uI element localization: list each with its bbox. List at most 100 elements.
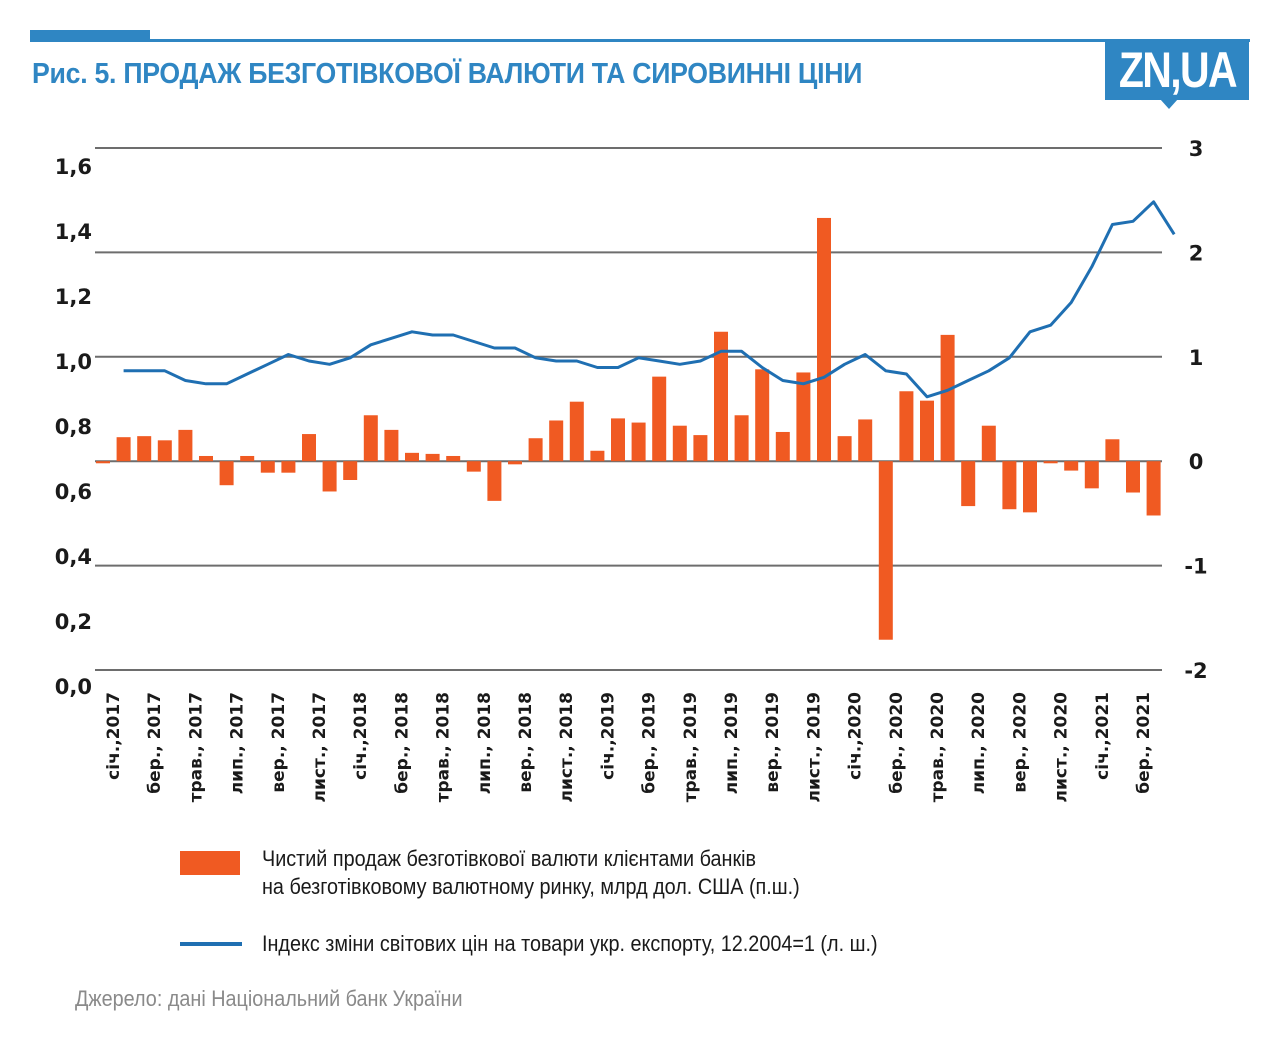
bar (549, 420, 564, 462)
left-axis-tick-label: 0,0 (55, 675, 92, 699)
bar (817, 217, 831, 462)
bar (714, 331, 728, 462)
bar (961, 461, 976, 507)
bar (569, 401, 584, 462)
bar-series (96, 217, 1161, 640)
left-axis-tick-label: 1,0 (55, 350, 92, 374)
bar (858, 419, 873, 462)
source-note: Джерело: дані Національний банк України (75, 986, 463, 1011)
chart-title: Рис. 5. ПРОДАЖ БЕЗГОТІВКОВОЇ ВАЛЮТИ ТА С… (32, 58, 863, 90)
logo-text: ZN,UA (1118, 42, 1237, 98)
x-tick-label: лист., 2018 (557, 692, 577, 802)
x-tick-label: лист., 2019 (804, 692, 824, 802)
bar (425, 453, 440, 462)
bar (1064, 461, 1079, 471)
gridlines (95, 147, 1162, 671)
x-tick-label: лип., 2018 (475, 692, 495, 794)
bar (343, 461, 358, 480)
bar (1043, 461, 1058, 464)
bar (446, 455, 461, 462)
bar (1105, 439, 1120, 462)
bar (157, 440, 172, 462)
bar (1126, 461, 1140, 493)
bar (1146, 461, 1161, 516)
left-axis: 1,6 1,4 1,2 1,0 0,8 0,6 0,4 0,2 0,0 (55, 155, 92, 699)
left-axis-tick-label: 0,6 (55, 480, 92, 504)
legend-bar-swatch (180, 851, 240, 875)
left-axis-tick-label: 0,2 (55, 610, 92, 634)
bar (199, 455, 213, 462)
bar (1084, 461, 1099, 489)
bar (631, 422, 646, 462)
x-tick-label: бер., 2017 (145, 692, 165, 794)
bar (1002, 461, 1017, 510)
legend-bar-label: Чистий продаж безготівкової валюти клієн… (262, 845, 800, 901)
bar (940, 334, 955, 462)
x-tick-label: вер., 2018 (516, 692, 536, 793)
x-tick-label: лист., 2017 (310, 692, 330, 802)
bar (240, 455, 255, 462)
bar (590, 450, 605, 462)
x-tick-label: бер., 2018 (392, 692, 412, 794)
legend-bar-label-line2: на безготівковому валютному ринку, млрд … (262, 874, 800, 899)
bar (878, 461, 893, 640)
bar (96, 461, 110, 464)
bar (981, 425, 996, 462)
logo-speech-tail-icon (1160, 99, 1178, 109)
left-axis-tick-label: 0,4 (55, 545, 92, 569)
right-axis-tick-label: -2 (1184, 659, 1207, 683)
x-tick-label: січ.,2019 (598, 692, 618, 780)
bar (363, 415, 378, 462)
bar (137, 436, 152, 462)
bar (405, 452, 419, 462)
x-axis-labels: січ.,2017 бер., 2017 трав., 2017 лип., 2017… (104, 692, 1154, 803)
bar (837, 436, 852, 462)
x-tick-label: трав., 2017 (186, 692, 206, 802)
x-tick-label: трав., 2020 (928, 692, 948, 803)
bar (652, 376, 667, 462)
bar (796, 372, 811, 462)
bar (302, 434, 316, 462)
x-tick-label: вер., 2020 (1010, 692, 1030, 793)
legend-bar-label-line1: Чистий продаж безготівкової валюти клієн… (262, 846, 757, 871)
x-tick-label: вер., 2019 (763, 692, 783, 793)
right-axis: 3 2 1 0 -1 -2 (1184, 137, 1207, 683)
left-axis-tick-label: 1,6 (55, 155, 92, 179)
bar (755, 369, 770, 462)
x-tick-label: бер., 2021 (1134, 692, 1154, 794)
bar (281, 461, 296, 473)
x-tick-label: лип., 2017 (228, 692, 248, 794)
bar (322, 461, 337, 492)
bar (693, 435, 708, 462)
x-tick-label: січ.,2017 (104, 692, 124, 780)
x-tick-label: трав., 2018 (434, 692, 454, 802)
bar (384, 429, 399, 462)
bar (487, 461, 502, 501)
bar (1023, 461, 1037, 513)
bar (528, 438, 543, 462)
bar (775, 431, 790, 462)
x-tick-label: лип., 2019 (722, 692, 742, 794)
x-tick-label: бер., 2020 (887, 692, 907, 794)
x-tick-label: бер., 2019 (640, 692, 660, 794)
bar (219, 461, 234, 486)
left-axis-tick-label: 1,4 (55, 220, 92, 244)
right-axis-tick-label: 1 (1189, 346, 1204, 370)
x-tick-label: січ.,2018 (351, 692, 371, 780)
bar (260, 461, 275, 473)
x-tick-label: січ.,2021 (1093, 692, 1113, 780)
bar (508, 461, 522, 465)
x-tick-label: трав., 2019 (681, 692, 701, 802)
bar (466, 461, 481, 472)
bar (672, 425, 687, 462)
chart-area: 1,6 1,4 1,2 1,0 0,8 0,6 0,4 0,2 0,0 3 2 1 0 -1 -2 січ… (55, 137, 1208, 803)
right-axis-tick-label: 0 (1189, 450, 1204, 474)
line-path (123, 200, 1176, 399)
x-tick-label: вер., 2017 (269, 692, 289, 793)
x-tick-label: лист., 2020 (1052, 692, 1072, 803)
left-axis-tick-label: 1,2 (55, 285, 92, 309)
legend-line-label: Індекс зміни світових цін на товари укр.… (262, 931, 878, 956)
bar (178, 429, 193, 462)
right-axis-tick-label: -1 (1184, 555, 1207, 579)
line-series (123, 200, 1176, 399)
